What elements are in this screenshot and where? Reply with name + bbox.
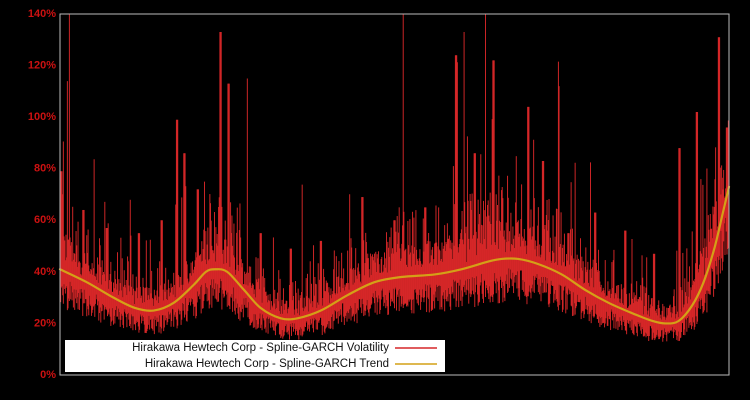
legend-entry-label: Hirakawa Hewtech Corp - Spline-GARCH Tre… bbox=[145, 358, 389, 370]
legend-entry-list: Hirakawa Hewtech Corp - Spline-GARCH Vol… bbox=[132, 342, 437, 370]
volatility-spikes-series bbox=[59, 14, 729, 342]
y-axis-tick-label: 40% bbox=[34, 266, 56, 278]
plot-frame-border bbox=[59, 13, 730, 376]
y-axis-tick-labels: 0% 20% 40% 60% 80% 100% 120% 140% bbox=[28, 8, 56, 381]
y-axis-tick-label: 0% bbox=[40, 369, 56, 381]
y-axis-tick-label: 120% bbox=[28, 59, 56, 71]
legend-entry-label: Hirakawa Hewtech Corp - Spline-GARCH Vol… bbox=[132, 342, 389, 354]
chart-legend[interactable]: Hirakawa Hewtech Corp - Spline-GARCH Vol… bbox=[65, 340, 445, 372]
y-axis-tick-label: 100% bbox=[28, 111, 56, 123]
y-axis-tick-label: 80% bbox=[34, 163, 56, 175]
trend-spline-line bbox=[58, 185, 731, 325]
y-axis-tick-label: 140% bbox=[28, 8, 56, 20]
y-axis-tick-label: 20% bbox=[34, 317, 56, 329]
y-axis-tick-label: 60% bbox=[34, 214, 56, 226]
legend-entry[interactable]: Hirakawa Hewtech Corp - Spline-GARCH Tre… bbox=[145, 358, 437, 370]
legend-entry[interactable]: Hirakawa Hewtech Corp - Spline-GARCH Vol… bbox=[132, 342, 437, 354]
legend-background bbox=[65, 340, 445, 372]
